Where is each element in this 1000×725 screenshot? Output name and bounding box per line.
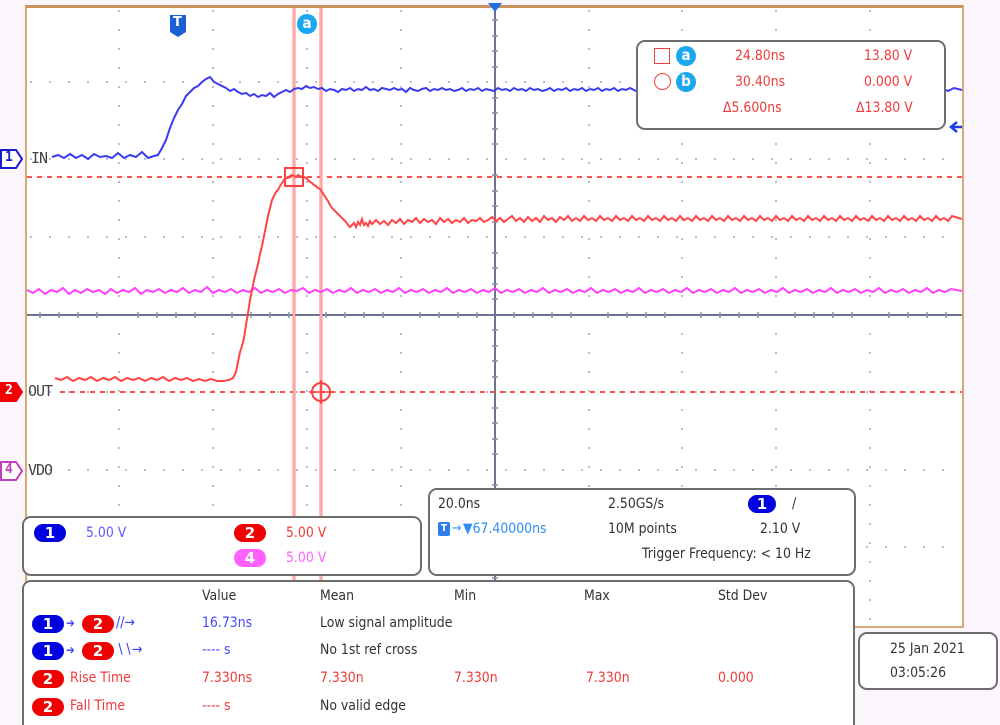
record-length: 10M points (608, 521, 677, 537)
timebase[interactable]: 20.0ns (438, 496, 481, 512)
trigger-source-badge[interactable]: 1 (748, 495, 776, 513)
row4-label: Fall Time (70, 698, 126, 714)
row3-std-dev: 0.000 (718, 670, 754, 686)
row3-mean: 7.330n (320, 670, 364, 686)
cursor-a-square-marker (284, 167, 304, 187)
cursor-b-volt: 0.000 V (864, 74, 913, 90)
ch2-scale[interactable]: 5.00 V (286, 525, 327, 541)
ch1-marker (0, 149, 24, 169)
ch2-marker (0, 382, 24, 402)
ch1-scale[interactable]: 5.00 V (86, 525, 127, 541)
ch4-label: VDO (28, 461, 53, 479)
arrow-right-icon: ➔ (66, 616, 75, 630)
row2-dest-badge: 2 (82, 642, 114, 660)
cursor-a-volt: 13.80 V (864, 48, 913, 64)
cursor-a-square-icon (654, 48, 670, 64)
row4-source-badge: 2 (32, 698, 64, 716)
measurements-panel: Value Mean Min Max Std Dev 1 ➔ 2 ∕∕→ 16.… (22, 580, 855, 725)
row3-source-badge: 2 (32, 670, 64, 688)
trigger-level[interactable]: 2.10 V (760, 521, 801, 537)
cursor-b-label-icon: b (676, 72, 696, 92)
arrow-right-icon: ➔ (66, 643, 75, 657)
date: 25 Jan 2021 (890, 641, 965, 657)
row3-value: 7.330ns (202, 670, 253, 686)
ch1-marker-number[interactable]: 1 (5, 150, 13, 165)
cursor-readout-panel: a 24.80ns 13.80 V b 30.40ns 0.000 V Δ5.6… (636, 40, 946, 130)
row3-label: Rise Time (70, 670, 131, 686)
trigger-position-marker (488, 3, 502, 12)
trigger-level-arrow (949, 121, 962, 133)
ch1-scale-badge[interactable]: 1 (34, 524, 66, 542)
row2-source-badge: 1 (32, 642, 64, 660)
cursor-b-time: 30.40ns (735, 74, 786, 90)
cursor-b-circle-icon (654, 73, 671, 90)
arrow-right-icon: → (452, 521, 462, 536)
row3-max: 7.330n (586, 670, 630, 686)
ch1-label: IN (31, 149, 48, 167)
ch2-waveform (54, 173, 963, 383)
ch2-marker-number[interactable]: 2 (5, 383, 13, 398)
header-mean: Mean (320, 588, 354, 604)
trigger-frequency: Trigger Frequency: < 10 Hz (642, 546, 811, 562)
header-std-dev: Std Dev (718, 588, 768, 604)
cursor-a-badge-icon[interactable]: a (297, 14, 317, 34)
time: 03:05:26 (890, 665, 947, 681)
header-value: Value (202, 588, 237, 604)
row2-mean: No 1st ref cross (320, 642, 418, 658)
datetime-panel: 25 Jan 2021 03:05:26 (858, 632, 998, 690)
row1-source-badge: 1 (32, 615, 64, 633)
trigger-position[interactable]: ▼67.40000ns (463, 521, 547, 537)
trigger-icon: T (438, 522, 450, 536)
trigger-shield-shape (170, 15, 186, 37)
row2-value: ---- s (202, 642, 231, 658)
ch4-scale-badge[interactable]: 4 (234, 549, 266, 567)
row4-value: ---- s (202, 698, 231, 714)
ch4-marker-number[interactable]: 4 (5, 462, 13, 477)
row2-edge-icon: ∖∖→ (116, 642, 143, 658)
sample-rate: 2.50GS/s (608, 496, 665, 512)
row4-mean: No valid edge (320, 698, 406, 714)
ch4-marker (0, 461, 24, 481)
ch4-waveform (26, 285, 963, 296)
row1-dest-badge: 2 (82, 615, 114, 633)
ch2-label: OUT (28, 382, 53, 400)
cursor-a-label-icon: a (676, 46, 696, 66)
header-max: Max (584, 588, 610, 604)
trigger-slope-icon[interactable]: ∕ (792, 496, 797, 512)
cursor-delta-volt: Δ13.80 V (856, 100, 913, 116)
ch4-scale[interactable]: 5.00 V (286, 550, 327, 566)
row1-edge-icon: ∕∕→ (116, 615, 135, 631)
row1-mean: Low signal amplitude (320, 615, 453, 631)
channel-scale-panel: 1 5.00 V 2 5.00 V 4 5.00 V (22, 516, 422, 576)
cursor-delta-time: Δ5.600ns (723, 100, 782, 116)
ch2-scale-badge[interactable]: 2 (234, 524, 266, 542)
header-min: Min (454, 588, 477, 604)
horizontal-trigger-panel[interactable]: 20.0ns 2.50GS/s 1 ∕ T → ▼67.40000ns 10M … (428, 488, 856, 576)
row3-min: 7.330n (454, 670, 498, 686)
row1-value: 16.73ns (202, 615, 253, 631)
cursor-a-time: 24.80ns (735, 48, 786, 64)
trigger-marker-icon[interactable]: T (173, 15, 182, 30)
